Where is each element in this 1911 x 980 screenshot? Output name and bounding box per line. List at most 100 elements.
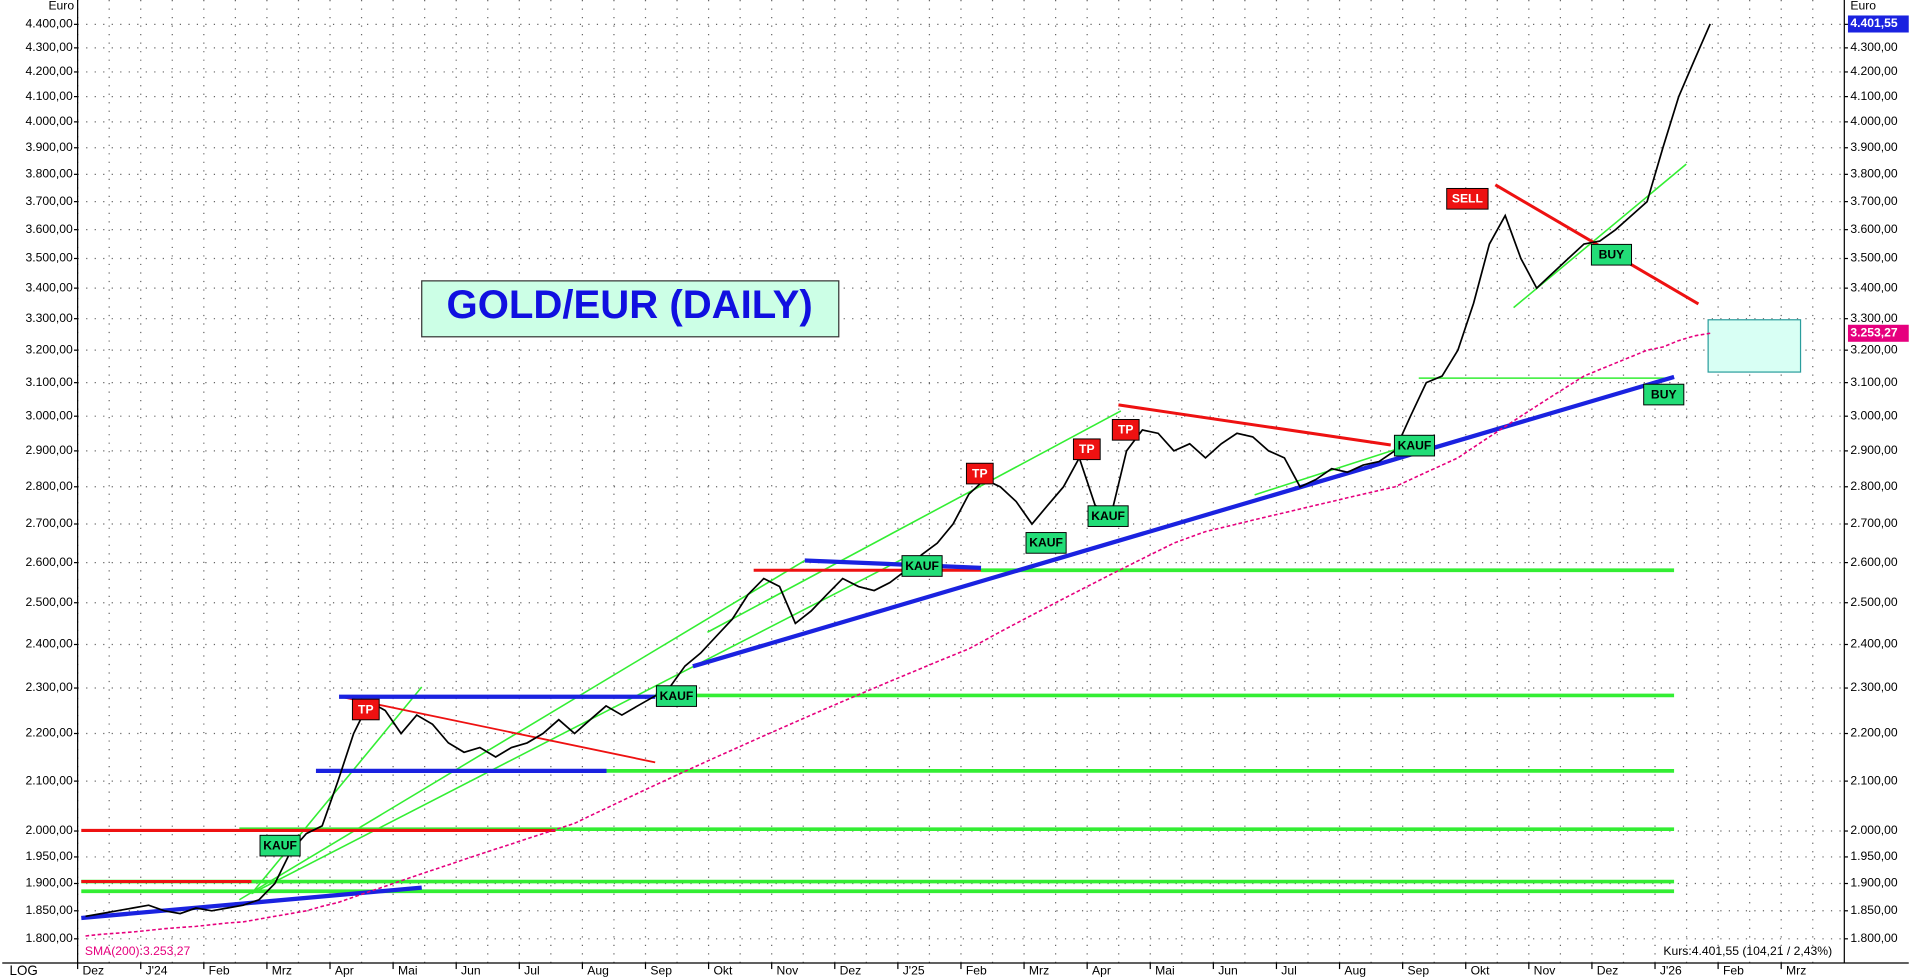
y-tick-label-right: 3.000,00 [1850,408,1898,422]
x-tick-label: Apr [1092,964,1111,978]
resistance-lines [81,183,1700,884]
y-tick-label-right: 3.900,00 [1850,140,1898,154]
signal-box [259,834,301,857]
signals: KAUF TP KAUF KAUF TP KAUF TP KAUF TP KAUF SELL BUY B… [259,187,1685,857]
signal-label: BUY [1599,248,1625,262]
y-tick-label: 3.800,00 [26,167,74,181]
sma-tag-box [1847,324,1909,342]
y-tick-label-right: 3.500,00 [1850,251,1898,265]
y-tick-label: 3.500,00 [26,251,74,265]
chart-title: GOLD/EUR (DAILY) [447,282,813,327]
trend-line [707,410,1122,633]
signal-label: KAUF [1398,438,1432,452]
x-tick-label: Feb [209,964,230,978]
y-tick-label-right: 3.300,00 [1850,311,1898,325]
trend-line [251,558,903,895]
signal-box [1393,434,1436,457]
quote: Kurs:4.401,55 (104,21 / 2,43%) [1663,944,1832,958]
x-tick-label: Dez [840,964,862,978]
blue-line [692,374,1675,669]
signal-label: TP [972,466,988,480]
x-tick-label: Mrz [1786,964,1806,978]
title-box [421,280,840,338]
resistance-line [1118,403,1392,447]
signal-box [1643,383,1685,406]
y-tick-label: 3.200,00 [26,342,74,356]
trend-lines-green [238,163,1687,901]
x-tick-label: J'24 [146,964,168,978]
signal-box [1025,532,1067,554]
target-zone [1707,319,1802,373]
signal-box [1590,243,1633,266]
signal-box [1072,438,1101,461]
y-tick-label: 2.100,00 [26,773,74,787]
y-tick-label-right: 3.200,00 [1850,342,1898,356]
y-tick-label-right: 2.400,00 [1850,637,1898,651]
x-tick-label: Dez [82,964,104,978]
x-tick-label: Aug [1344,964,1366,978]
y-tick-label-right: 3.100,00 [1850,375,1898,389]
y-tick-label-right: 2.500,00 [1850,595,1898,609]
signal-label: KAUF [660,689,694,703]
sma-tag: 3.253,27 [1850,325,1898,339]
x-tick-label: Nov [777,964,800,978]
scale-label: LOG [10,963,38,978]
signal-label: TP [1118,423,1134,437]
y-tick-label-right: 4.200,00 [1850,64,1898,78]
series [85,23,1711,937]
y-tick-label-right: 3.600,00 [1850,222,1898,236]
y-tick-label: 2.200,00 [26,726,74,740]
x-tick-label: Mrz [272,964,292,978]
x-tick-label: Feb [966,964,987,978]
y-tick-label: 3.900,00 [26,140,74,154]
y-axis-label: Euro [48,0,74,12]
y-tick-label: 2.500,00 [26,595,74,609]
y-tick-label-right: 2.100,00 [1850,773,1898,787]
y-tick-label: 2.000,00 [26,823,74,837]
signal-box [655,685,698,707]
trend-line [238,559,806,901]
blue-line [804,558,982,570]
x-tick-label: Feb [1723,964,1744,978]
signal-box [1087,505,1129,527]
y-tick-label: 4.400,00 [26,17,74,31]
x-tick-label: Jul [524,964,540,978]
y-tick-label: 3.400,00 [26,280,74,294]
signal-label: KAUF [1029,536,1063,550]
y-tick-label-right: 4.300,00 [1850,40,1898,54]
signal-label: BUY [1651,387,1677,401]
signal-label: TP [1079,442,1095,456]
y-tick-label: 3.700,00 [26,194,74,208]
y-tick-label-right: 1.850,00 [1850,903,1898,917]
y-tick-label: 3.300,00 [26,311,74,325]
signal-label: SELL [1452,192,1484,206]
y-tick-label-right: 4.000,00 [1850,114,1898,128]
y-tick-label-right: 1.900,00 [1850,876,1898,890]
y-tick-label-right: 2.800,00 [1850,479,1898,493]
signal-box [351,698,380,721]
x-tick-label: Sep [1408,964,1430,978]
y-tick-label: 2.700,00 [26,516,74,530]
y-tick-label-right: 1.800,00 [1850,931,1898,945]
y-tick-label: 2.900,00 [26,443,74,457]
support-lines [81,568,1675,894]
y-tick-label-right: 2.000,00 [1850,823,1898,837]
signal-label: TP [358,702,374,716]
y-tick-label: 3.600,00 [26,222,74,236]
y-tick-label: 4.300,00 [26,40,74,54]
x-tick-label: Okt [713,964,733,978]
y-tick-label-right: 2.700,00 [1850,516,1898,530]
x-tick-label: Aug [587,964,609,978]
y-tick-label-right: 3.700,00 [1850,194,1898,208]
x-tick-label: Jun [461,964,481,978]
x-tick-label: Mrz [1029,964,1049,978]
x-tick-label: J'26 [1660,964,1682,978]
resistance-line [340,695,656,764]
y-tick-label: 1.800,00 [26,931,74,945]
signal-box [1446,187,1489,210]
y-tick-label: 1.900,00 [26,876,74,890]
y-tick-label: 4.000,00 [26,114,74,128]
y-tick-label: 1.850,00 [26,903,74,917]
x-tick-label: Okt [1471,964,1491,978]
